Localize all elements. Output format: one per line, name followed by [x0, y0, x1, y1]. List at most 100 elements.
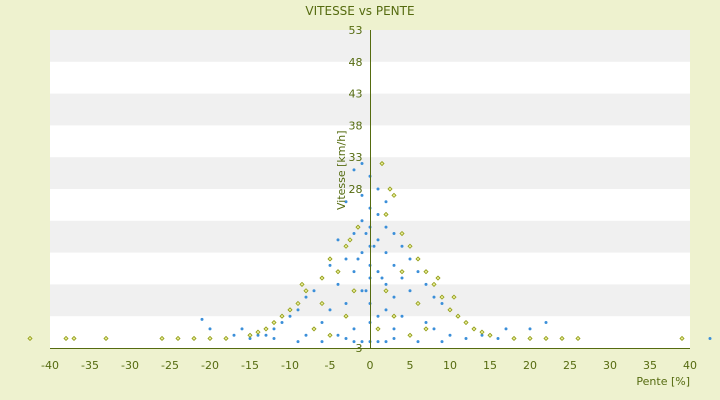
- data-point: [416, 340, 420, 344]
- data-point: [376, 314, 380, 318]
- data-point: [352, 270, 356, 274]
- x-tick-label: -20: [201, 359, 219, 372]
- data-point: [384, 251, 388, 255]
- x-tick-label: 30: [603, 359, 617, 372]
- y-axis-title: Vitesse [km/h]: [335, 131, 348, 211]
- data-point: [415, 300, 421, 307]
- data-point: [287, 307, 293, 313]
- data-point: [384, 308, 388, 312]
- data-point: [372, 244, 376, 248]
- data-point: [312, 289, 316, 293]
- data-point: [364, 289, 368, 293]
- data-point: [240, 327, 244, 331]
- data-point: [344, 257, 348, 261]
- data-point: [343, 313, 349, 319]
- data-point: [487, 332, 493, 338]
- data-point: [376, 212, 380, 216]
- data-point: [440, 301, 444, 305]
- data-point: [679, 335, 685, 342]
- data-point: [364, 232, 368, 236]
- data-point: [575, 335, 581, 342]
- data-point: [247, 332, 253, 338]
- data-point: [336, 238, 340, 242]
- data-point: [256, 333, 260, 337]
- data-point: [264, 333, 268, 337]
- data-point: [408, 289, 412, 293]
- x-tick-labels: -40 -35 -30 -25 -20 -15 -10 -5 0 5 10 15 20 25 30 35 40: [41, 359, 697, 372]
- data-point: [384, 225, 388, 229]
- data-point: [335, 269, 341, 275]
- data-point: [383, 288, 389, 294]
- data-point: [320, 340, 324, 344]
- data-point: [391, 192, 397, 198]
- x-tick-label: 40: [683, 359, 697, 372]
- data-point: [191, 335, 197, 342]
- data-point: [504, 327, 508, 331]
- data-point: [63, 335, 69, 342]
- data-point: [207, 335, 213, 342]
- y-tick-label: 28: [349, 183, 363, 196]
- data-point: [544, 321, 548, 325]
- y-tick-label: 33: [349, 151, 363, 164]
- data-point: [303, 288, 309, 294]
- data-point: [255, 329, 261, 335]
- x-tick-label: -30: [121, 359, 139, 372]
- data-point: [431, 281, 437, 287]
- data-point: [400, 276, 404, 280]
- x-tick-label: -35: [81, 359, 99, 372]
- data-point: [280, 321, 284, 325]
- data-point: [424, 321, 428, 325]
- x-tick-label: -40: [41, 359, 59, 372]
- x-tick-label: 20: [523, 359, 537, 372]
- data-point: [451, 294, 457, 300]
- data-point: [439, 294, 445, 300]
- data-point: [400, 314, 404, 318]
- data-point: [159, 335, 165, 342]
- y-tick-label: 38: [349, 119, 363, 132]
- data-point: [356, 257, 360, 261]
- data-point: [336, 282, 340, 286]
- data-point: [708, 336, 712, 340]
- data-point: [352, 232, 356, 236]
- data-point: [528, 327, 532, 331]
- data-point: [383, 211, 389, 218]
- data-point: [399, 230, 405, 237]
- data-point: [543, 335, 549, 342]
- data-point: [408, 257, 412, 261]
- data-point: [432, 295, 436, 299]
- data-point: [384, 200, 388, 204]
- data-point: [496, 336, 500, 340]
- data-point: [416, 270, 420, 274]
- data-point: [387, 186, 393, 192]
- data-point: [27, 335, 33, 342]
- x-tick-label: -15: [241, 359, 259, 372]
- data-point: [328, 263, 332, 267]
- data-point: [304, 295, 308, 299]
- x-tick-label: -10: [281, 359, 299, 372]
- data-point: [392, 232, 396, 236]
- x-tick-label: 10: [443, 359, 457, 372]
- data-point: [304, 333, 308, 337]
- data-point: [343, 243, 349, 249]
- x-axis-title: Pente [%]: [636, 375, 690, 388]
- data-point: [319, 300, 325, 307]
- data-point: [423, 269, 429, 275]
- data-point: [319, 275, 325, 281]
- data-point: [360, 340, 364, 344]
- data-point: [424, 282, 428, 286]
- data-point: [320, 321, 324, 325]
- data-point: [296, 340, 300, 344]
- data-point: [200, 317, 204, 321]
- data-point: [299, 281, 305, 287]
- data-point: [407, 332, 413, 338]
- data-point: [400, 244, 404, 248]
- data-point: [296, 308, 300, 312]
- data-point: [380, 276, 384, 280]
- data-point: [279, 313, 285, 319]
- data-point: [71, 335, 77, 342]
- x-tick-label: 15: [483, 359, 497, 372]
- y-tick-label: 43: [349, 88, 363, 101]
- chart-title: VITESSE vs PENTE: [305, 4, 414, 18]
